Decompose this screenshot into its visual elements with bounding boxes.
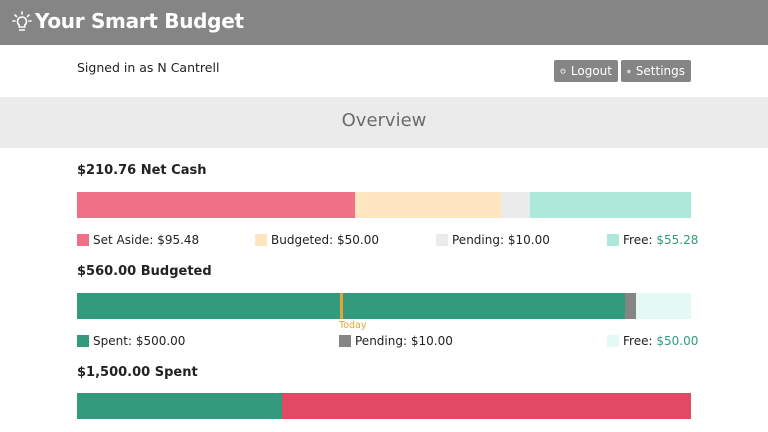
net-cash-segment-set-aside: [77, 192, 356, 218]
legend-label: Pending:: [355, 334, 408, 348]
net-cash-segment-pending: [500, 192, 530, 218]
net-cash-segment-budgeted: [355, 192, 501, 218]
legend-label: Spent:: [93, 334, 132, 348]
legend-budget-free: Free: $50.00: [607, 334, 698, 348]
logout-button[interactable]: Logout: [554, 60, 618, 82]
budgeted-bar: [77, 293, 691, 319]
legend-label: Set Aside:: [93, 233, 154, 247]
net-cash-title: $210.76 Net Cash: [77, 163, 207, 178]
legend-swatch: [77, 234, 89, 246]
legend-free: Free: $55.28: [607, 233, 698, 247]
legend-swatch: [436, 234, 448, 246]
app-title: Your Smart Budget: [35, 9, 244, 33]
budgeted-segment-pending: [625, 293, 637, 319]
legend-value: $50.00: [656, 334, 699, 348]
settings-label: Settings: [635, 64, 685, 78]
legend-pending: Pending: $10.00: [436, 233, 550, 247]
spent-bar: [77, 393, 691, 419]
budgeted-title: $560.00 Budgeted: [77, 264, 212, 279]
power-icon: [560, 68, 566, 74]
legend-label: Pending:: [452, 233, 505, 247]
logout-label: Logout: [570, 64, 612, 78]
spent-segment-secondary: [281, 393, 691, 419]
legend-value: $95.48: [157, 233, 200, 247]
net-cash-bar: [77, 192, 691, 218]
legend-swatch: [255, 234, 267, 246]
legend-budget-pending: Pending: $10.00: [339, 334, 453, 348]
legend-swatch: [339, 335, 351, 347]
legend-value: $10.00: [507, 233, 550, 247]
gear-icon: [627, 69, 631, 73]
legend-value: $50.00: [337, 233, 380, 247]
signed-in-text: Signed in as N Cantrell: [77, 60, 220, 75]
budgeted-segment-spent: [77, 293, 626, 319]
legend-label: Budgeted:: [271, 233, 334, 247]
legend-swatch: [607, 335, 619, 347]
legend-swatch: [77, 335, 89, 347]
settings-button[interactable]: Settings: [621, 60, 691, 82]
legend-value: $55.28: [656, 233, 699, 247]
overview-header: Overview: [0, 97, 768, 148]
legend-budgeted: Budgeted: $50.00: [255, 233, 379, 247]
legend-value: $500.00: [135, 334, 186, 348]
top-app-bar: Your Smart Budget: [0, 0, 768, 45]
today-label: Today: [339, 320, 367, 331]
budgeted-segment-free: [636, 293, 691, 319]
legend-set-aside: Set Aside: $95.48: [77, 233, 199, 247]
legend-value: $10.00: [410, 334, 453, 348]
overview-heading: Overview: [341, 110, 427, 131]
legend-label: Free:: [623, 334, 653, 348]
spent-title: $1,500.00 Spent: [77, 365, 198, 380]
today-marker: [339, 293, 343, 319]
legend-label: Free:: [623, 233, 653, 247]
legend-swatch: [607, 234, 619, 246]
legend-spent: Spent: $500.00: [77, 334, 185, 348]
lightbulb-icon: [12, 11, 32, 31]
spent-segment-primary: [77, 393, 282, 419]
net-cash-segment-free: [529, 192, 691, 218]
